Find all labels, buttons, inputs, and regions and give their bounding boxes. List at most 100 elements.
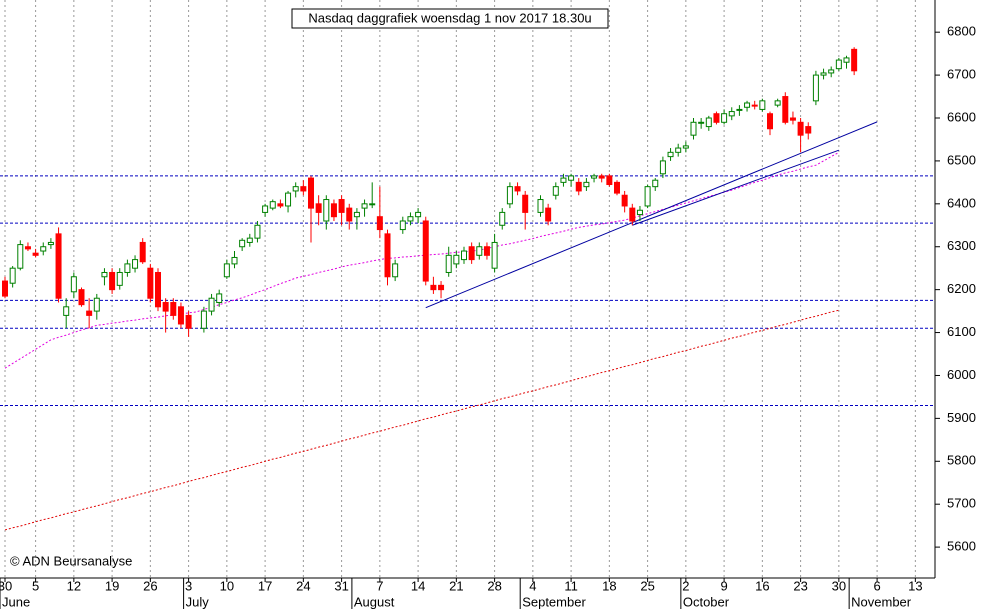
candle-body — [330, 203, 337, 218]
candle-body — [629, 207, 636, 222]
candle-body — [797, 121, 804, 136]
candle-body — [407, 216, 414, 222]
candle-body — [376, 216, 383, 231]
x-tick-label: 30 — [0, 578, 12, 593]
candle-body — [782, 96, 789, 123]
candle-body — [70, 276, 77, 293]
y-tick-label: 6600 — [947, 109, 976, 124]
month-label: August — [354, 594, 395, 609]
candle-body — [55, 233, 62, 299]
x-tick-label: 21 — [449, 578, 463, 593]
candle-body — [453, 254, 460, 265]
candle-body — [308, 177, 314, 209]
x-tick-label: 23 — [793, 578, 807, 593]
candle-body — [170, 302, 177, 316]
candle-body — [101, 271, 108, 278]
candle-body — [636, 209, 643, 216]
candle-body — [315, 203, 322, 213]
candle-body — [17, 244, 24, 269]
candle-body — [545, 207, 552, 222]
candle-body — [468, 246, 475, 261]
candle-body — [200, 310, 207, 329]
candle-body — [78, 289, 85, 306]
x-tick-label: 13 — [908, 578, 922, 593]
x-tick-label: 6 — [873, 578, 880, 593]
candle-body — [789, 117, 796, 121]
candle-body — [369, 203, 376, 206]
candle-body — [774, 100, 781, 106]
candle-body — [300, 186, 307, 192]
candle-body — [759, 100, 766, 110]
x-tick-label: 4 — [529, 578, 536, 593]
candle-body — [47, 241, 54, 246]
candle-body — [147, 267, 154, 299]
candle-body — [751, 104, 758, 107]
candle-body — [177, 306, 184, 325]
candle-body — [40, 246, 47, 252]
candle-body — [430, 284, 437, 291]
y-tick-label: 6500 — [947, 152, 976, 167]
candle-body — [285, 192, 292, 207]
candle-body — [361, 203, 368, 209]
candle-body — [591, 175, 598, 179]
candle-body — [652, 179, 659, 188]
candle-body — [353, 211, 360, 218]
x-tick-label: 2 — [682, 578, 689, 593]
candle-body — [522, 194, 529, 213]
candle-body — [254, 224, 261, 239]
candle-body — [246, 237, 253, 243]
candle-body — [399, 220, 406, 231]
x-tick-label: 25 — [640, 578, 654, 593]
month-label: July — [186, 594, 210, 609]
candle-body — [659, 160, 666, 175]
candle-body — [438, 284, 445, 291]
candle-body — [93, 297, 100, 312]
candle-body — [514, 186, 521, 192]
moving-average — [4, 151, 840, 369]
candle-body — [568, 175, 575, 181]
candle-body — [124, 263, 131, 273]
y-tick-label: 6700 — [947, 67, 976, 82]
candle-body — [185, 314, 192, 329]
candle-body — [231, 256, 238, 265]
candle-body — [843, 57, 850, 63]
watermark: © ADN Beursanalyse — [10, 553, 132, 568]
x-tick-label: 16 — [755, 578, 769, 593]
x-tick-label: 9 — [720, 578, 727, 593]
candle-body — [805, 126, 812, 134]
x-tick-label: 10 — [220, 578, 234, 593]
x-tick-label: 5 — [32, 578, 39, 593]
x-tick-label: 14 — [411, 578, 425, 593]
month-label: September — [522, 594, 586, 609]
candle-body — [675, 147, 682, 153]
candle-body — [2, 280, 8, 297]
candle-body — [24, 246, 31, 250]
candle-body — [346, 207, 353, 222]
candle-body — [820, 72, 827, 76]
candle-body — [476, 246, 483, 256]
candle-body — [728, 111, 735, 117]
candle-body — [721, 113, 728, 123]
candle-body — [690, 121, 697, 136]
x-tick-label: 24 — [296, 578, 310, 593]
trendline — [632, 149, 840, 226]
candle-body — [552, 186, 559, 196]
candle-body — [139, 241, 146, 263]
x-tick-label: 7 — [376, 578, 383, 593]
candle-body — [461, 250, 467, 261]
candle-body — [162, 302, 169, 312]
moving-average — [4, 309, 839, 531]
candle-body — [63, 306, 70, 316]
candle-body — [116, 271, 123, 286]
candle-body — [86, 310, 93, 316]
candle-body — [262, 205, 269, 213]
candle-body — [216, 293, 223, 304]
candle-body — [598, 175, 605, 179]
x-tick-label: 30 — [832, 578, 846, 593]
candle-body — [667, 151, 674, 158]
candle-body — [705, 117, 712, 128]
trendline — [425, 121, 878, 309]
y-tick-label: 5800 — [947, 453, 976, 468]
y-tick-label: 5600 — [947, 539, 976, 554]
